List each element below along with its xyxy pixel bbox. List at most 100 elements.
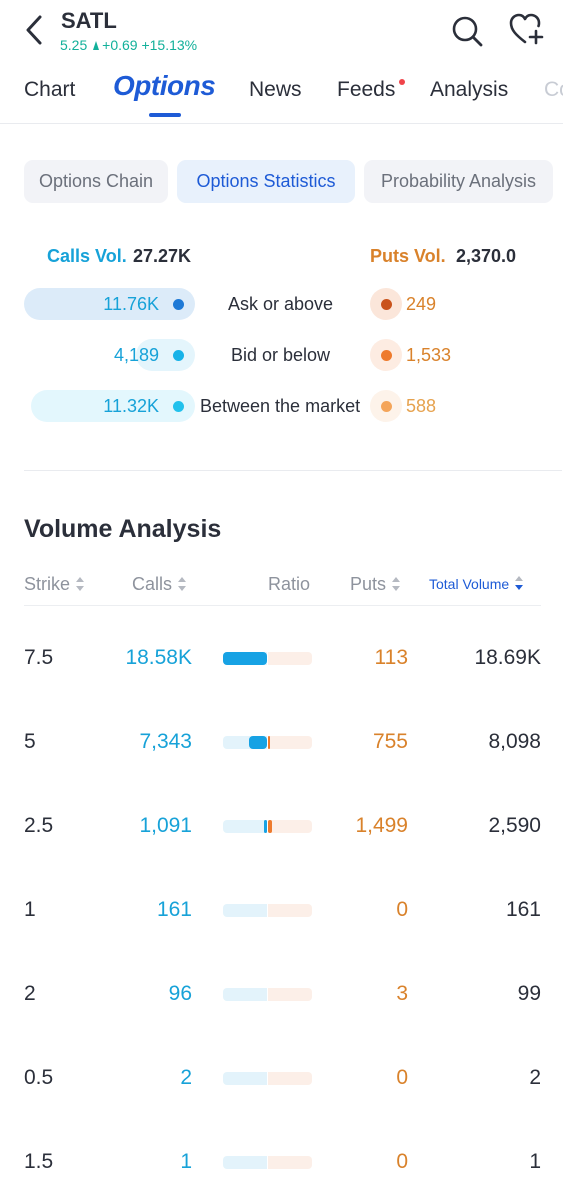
chip-options-statistics[interactable]: Options Statistics xyxy=(177,160,355,203)
ratio-bar-divider xyxy=(267,904,268,917)
ratio-bar-puts-track xyxy=(268,1072,312,1085)
table-row[interactable]: 0.5 2 0 2 xyxy=(0,1058,563,1098)
ratio-bar-calls-track xyxy=(223,904,267,917)
column-header-calls[interactable]: Calls xyxy=(132,574,187,595)
total-volume-cell: 2 xyxy=(529,1066,541,1089)
ratio-bar-calls-track xyxy=(223,1156,267,1169)
ratio-bar-divider xyxy=(267,820,268,833)
section-title: Volume Analysis xyxy=(24,515,222,543)
puts-volume-label: Puts Vol. xyxy=(370,246,446,266)
between-the-market-label: Between the market xyxy=(200,396,361,416)
column-header-ratio: Ratio xyxy=(268,574,311,594)
ratio-bar xyxy=(223,820,312,833)
total-volume-cell: 18.69K xyxy=(474,646,541,669)
column-header-total-volume[interactable]: Total Volume xyxy=(429,576,524,592)
calls-share-bar xyxy=(24,288,195,320)
ticker-symbol: SATL xyxy=(61,8,117,33)
puts-volume-cell: 1,499 xyxy=(355,814,408,837)
strike-cell: 5 xyxy=(24,730,36,753)
puts-dot-icon xyxy=(381,350,392,361)
ratio-bar-divider xyxy=(267,652,268,665)
puts-ask-value: 249 xyxy=(406,294,437,314)
ratio-bar xyxy=(223,1156,312,1169)
tab-options[interactable]: Options xyxy=(113,70,216,101)
puts-volume-cell: 0 xyxy=(396,898,408,921)
strike-cell: 0.5 xyxy=(24,1066,54,1089)
strike-cell: 1.5 xyxy=(24,1150,54,1173)
calls-volume-label: Calls Vol. xyxy=(47,246,127,266)
table-row[interactable]: 1 161 0 161 xyxy=(0,890,563,930)
calls-dot-icon xyxy=(173,299,184,310)
puts-between-value: 588 xyxy=(406,396,437,416)
puts-volume-cell: 0 xyxy=(396,1150,408,1173)
tab-analysis[interactable]: Analysis xyxy=(430,78,509,101)
calls-volume-cell: 1 xyxy=(180,1150,192,1173)
last-price: 5.25 xyxy=(60,37,88,53)
ratio-bar-calls-fill xyxy=(264,820,267,833)
puts-volume-cell: 113 xyxy=(374,646,408,669)
table-row[interactable]: 5 7,343 755 8,098 xyxy=(0,722,563,762)
ratio-bar-divider xyxy=(267,1072,268,1085)
up-arrow-icon xyxy=(93,41,100,50)
calls-volume-cell: 18.58K xyxy=(125,646,192,669)
total-volume-header-label: Total Volume xyxy=(429,576,510,592)
puts-volume-cell: 3 xyxy=(396,982,408,1005)
strike-cell: 1 xyxy=(24,898,36,921)
total-volume-cell: 99 xyxy=(517,982,541,1005)
calls-share-bar xyxy=(136,339,195,371)
back-icon[interactable] xyxy=(20,12,50,48)
tab-more[interactable]: Co xyxy=(544,78,563,101)
puts-dot-icon xyxy=(381,299,392,310)
ratio-bar xyxy=(223,988,312,1001)
calls-volume-cell: 7,343 xyxy=(139,730,192,753)
table-row[interactable]: 2.5 1,091 1,499 2,590 xyxy=(0,806,563,846)
ratio-bar-calls-track xyxy=(223,820,267,833)
search-icon[interactable] xyxy=(450,14,484,48)
chip-options-chain[interactable]: Options Chain xyxy=(24,160,168,203)
price-quote: 5.25 +0.69 +15.13% xyxy=(60,37,197,53)
puts-bid-value: 1,533 xyxy=(406,345,452,365)
calls-volume-value: 27.27K xyxy=(133,246,192,266)
tab-feeds[interactable]: Feeds xyxy=(337,78,396,101)
calls-volume-cell: 161 xyxy=(156,898,192,921)
ratio-bar-puts-fill xyxy=(268,820,272,833)
calls-dot-icon xyxy=(173,350,184,361)
stock-tabs: Chart Options News Feeds Analysis Co xyxy=(0,68,563,124)
strike-cell: 2 xyxy=(24,982,36,1005)
price-change-percent: +15.13% xyxy=(141,37,198,53)
calls-volume-cell: 2 xyxy=(180,1066,192,1089)
ratio-bar-puts-track xyxy=(268,1156,312,1169)
top-bar: SATL 5.25 +0.69 +15.13% xyxy=(0,0,563,62)
calls-ask-value: 11.76K xyxy=(103,294,159,314)
table-row[interactable]: 1.5 1 0 1 xyxy=(0,1142,563,1182)
price-change: +0.69 xyxy=(102,37,138,53)
table-row[interactable]: 2 96 3 99 xyxy=(0,974,563,1014)
table-row[interactable]: 7.5 18.58K 113 18.69K xyxy=(0,638,563,678)
ratio-bar-calls-track xyxy=(223,1072,267,1085)
ratio-bar-calls-fill xyxy=(223,652,267,665)
calls-volume-cell: 1,091 xyxy=(139,814,192,837)
ratio-bar xyxy=(223,652,312,665)
section-divider xyxy=(24,470,562,471)
sort-descending-icon xyxy=(515,576,524,590)
calls-header-label: Calls xyxy=(132,574,173,594)
column-header-strike[interactable]: Strike xyxy=(24,574,85,595)
total-volume-cell: 8,098 xyxy=(488,730,541,753)
total-volume-cell: 2,590 xyxy=(488,814,541,837)
total-volume-cell: 161 xyxy=(505,898,541,921)
add-to-watchlist-icon[interactable] xyxy=(508,12,546,48)
ratio-bar-calls-fill xyxy=(249,736,267,749)
column-header-puts[interactable]: Puts xyxy=(350,574,401,595)
sort-icon xyxy=(76,577,85,591)
active-tab-indicator xyxy=(149,113,181,117)
ask-or-above-label: Ask or above xyxy=(228,294,334,314)
sort-icon xyxy=(392,577,401,591)
ratio-bar-divider xyxy=(267,988,268,1001)
tab-news[interactable]: News xyxy=(249,78,302,101)
tab-chart[interactable]: Chart xyxy=(24,78,76,101)
chip-probability-analysis[interactable]: Probability Analysis xyxy=(364,160,553,203)
ratio-bar-puts-track xyxy=(268,652,312,665)
ratio-bar-puts-track xyxy=(268,820,312,833)
puts-volume-value: 2,370.0 xyxy=(456,246,517,266)
puts-volume-cell: 755 xyxy=(372,730,408,753)
